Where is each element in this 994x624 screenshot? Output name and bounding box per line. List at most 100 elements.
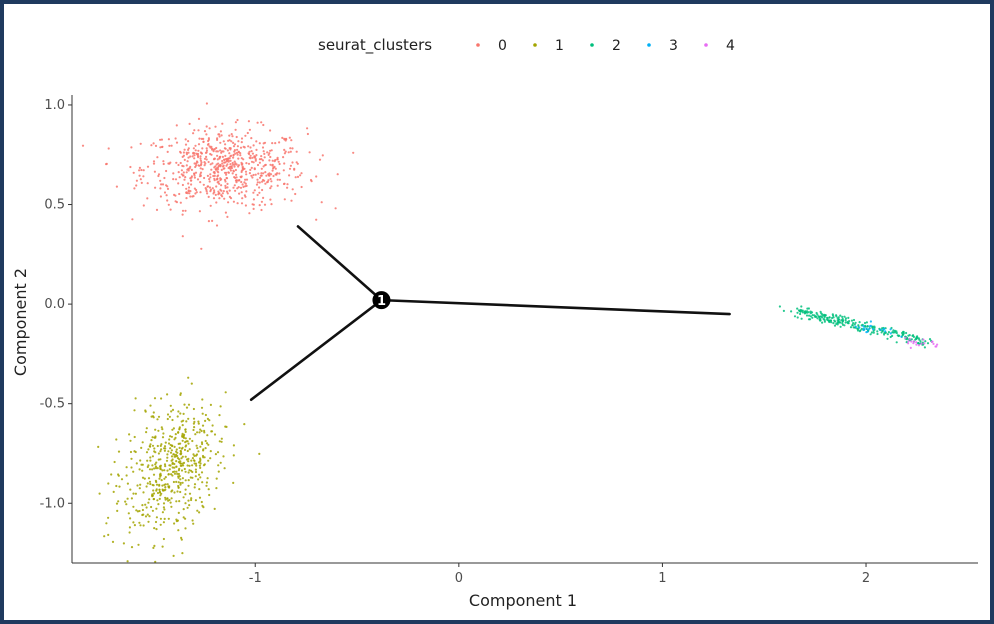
data-point (183, 403, 186, 406)
data-point (195, 464, 198, 467)
data-point (247, 120, 250, 123)
data-point (197, 156, 200, 159)
data-point (141, 469, 144, 472)
data-point (154, 451, 157, 454)
data-point (213, 433, 217, 436)
data-point (144, 410, 147, 413)
data-point (152, 546, 155, 550)
data-point (132, 492, 135, 495)
data-point (176, 454, 179, 458)
data-point (167, 517, 170, 520)
data-point (239, 146, 243, 149)
data-point (236, 118, 239, 122)
data-point (895, 341, 898, 344)
data-point (208, 180, 211, 183)
data-point (153, 544, 156, 548)
data-point (238, 192, 241, 195)
data-point (134, 397, 137, 400)
data-point (198, 488, 201, 491)
data-point (245, 184, 248, 187)
data-point (258, 186, 261, 189)
data-point (152, 142, 155, 145)
data-point (197, 450, 200, 453)
data-point (180, 536, 183, 540)
data-point (172, 554, 175, 558)
data-point (283, 198, 286, 201)
data-point (187, 403, 191, 406)
data-point (318, 158, 322, 161)
data-point (132, 521, 135, 524)
data-point (206, 192, 209, 195)
data-point (207, 459, 210, 462)
data-point (213, 507, 216, 510)
data-point (243, 167, 246, 170)
data-point (887, 331, 891, 334)
data-point (258, 191, 261, 194)
data-point (192, 428, 195, 432)
data-point (835, 315, 838, 318)
data-point (187, 442, 190, 445)
data-point (204, 413, 207, 417)
data-point (167, 138, 170, 141)
data-point (167, 473, 170, 476)
data-point (221, 192, 224, 195)
data-point (185, 406, 189, 409)
data-point (193, 157, 196, 160)
data-point (180, 464, 183, 467)
data-point (162, 432, 165, 435)
data-point (229, 159, 232, 162)
data-point (191, 470, 194, 474)
data-point (858, 321, 861, 324)
data-point (139, 142, 142, 145)
data-point (255, 148, 258, 151)
data-point (872, 331, 875, 334)
data-point (152, 492, 156, 495)
data-point (182, 171, 185, 174)
data-point (170, 459, 173, 462)
branch-point-label: 1 (377, 294, 386, 309)
data-point (199, 167, 202, 170)
data-point (800, 317, 803, 320)
data-point (262, 123, 265, 127)
data-point (205, 133, 208, 136)
data-point (199, 181, 202, 184)
data-point (240, 137, 244, 140)
data-point (198, 464, 201, 467)
data-point (171, 418, 174, 422)
data-point (168, 144, 171, 147)
data-point (872, 328, 875, 331)
data-point (269, 163, 272, 166)
data-point (171, 489, 174, 492)
data-point (172, 480, 175, 484)
data-point (153, 170, 156, 173)
data-point (183, 467, 186, 471)
data-point (198, 137, 201, 140)
data-point (209, 173, 212, 176)
data-point (207, 488, 210, 491)
data-point (140, 463, 143, 466)
data-point (135, 179, 138, 182)
data-point (154, 465, 158, 468)
data-point (166, 417, 169, 421)
data-point (917, 344, 921, 347)
data-point (900, 335, 903, 338)
data-point (321, 154, 324, 157)
data-point (218, 440, 221, 443)
data-point (181, 481, 184, 484)
data-point (166, 413, 170, 416)
data-point (919, 340, 922, 343)
data-point (209, 152, 212, 156)
data-point (180, 457, 183, 460)
data-point (258, 176, 262, 179)
data-point (262, 142, 265, 145)
data-point (175, 465, 178, 468)
data-point (796, 311, 799, 314)
data-point (177, 472, 180, 476)
data-point (200, 161, 203, 164)
data-point (185, 171, 188, 174)
data-point (149, 456, 152, 459)
data-point (205, 481, 208, 484)
data-point (144, 503, 147, 506)
data-point (862, 328, 865, 332)
data-point (813, 314, 816, 317)
